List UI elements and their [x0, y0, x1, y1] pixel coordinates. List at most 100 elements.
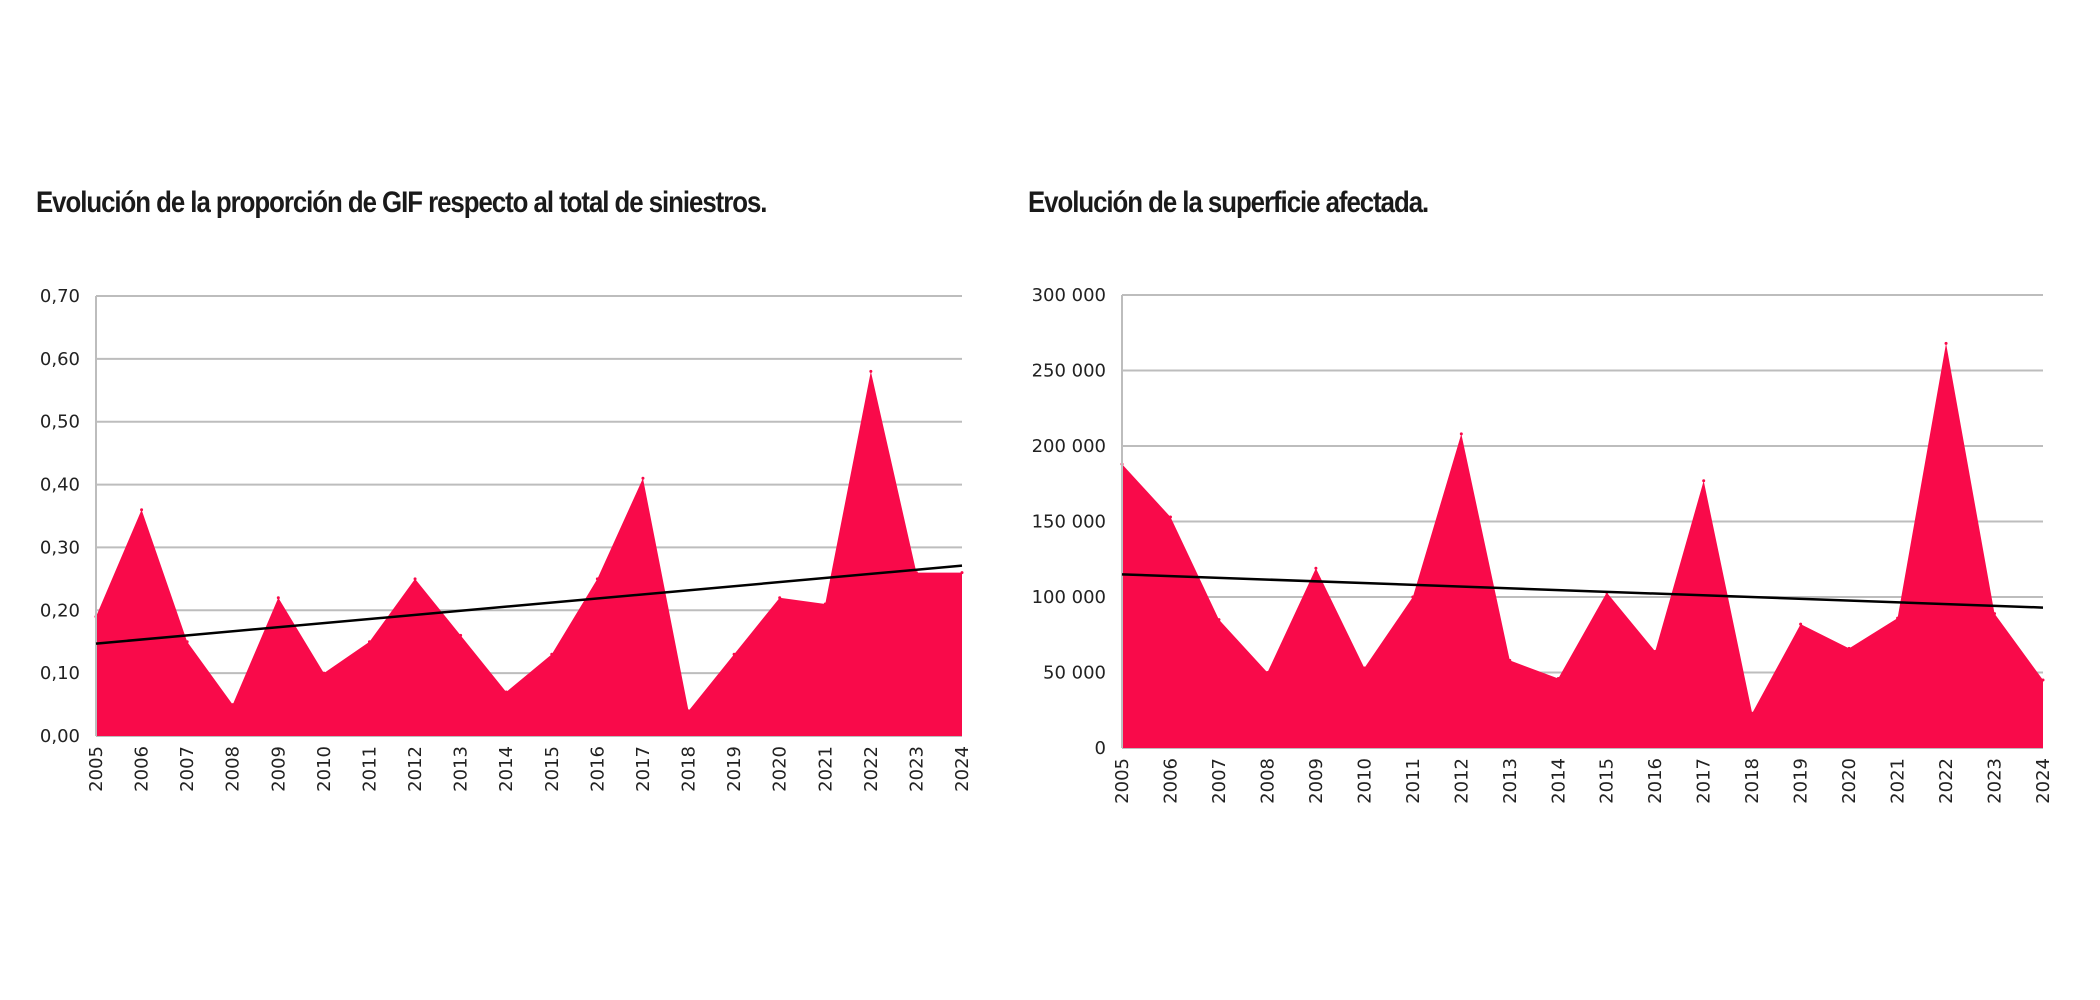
- data-point: [367, 640, 371, 644]
- y-tick-label: 200 000: [1032, 436, 1106, 457]
- data-point: [914, 571, 918, 575]
- y-tick-label: 0,10: [40, 663, 80, 684]
- data-point: [2041, 678, 2045, 682]
- x-tick-label: 2011: [1403, 758, 1424, 804]
- area-affected-chart: Evolución de la superficie afectada. 0 50…: [1020, 0, 2100, 1000]
- data-point: [1314, 566, 1318, 570]
- x-tick-label: 2018: [679, 746, 700, 792]
- data-point: [322, 671, 326, 675]
- x-tick-label: 2005: [86, 746, 107, 792]
- data-point: [687, 709, 691, 713]
- data-point: [1993, 612, 1997, 616]
- x-tick-label: 2024: [2033, 758, 2054, 804]
- x-tick-label: 2019: [1791, 758, 1812, 804]
- x-tick-label: 2019: [724, 746, 745, 792]
- chart-title: Evolución de la proporción de GIF respec…: [36, 186, 767, 219]
- data-point: [1265, 671, 1269, 674]
- data-point: [459, 633, 463, 637]
- x-tick-label: 2024: [952, 746, 973, 792]
- x-tick-label: 2016: [1645, 758, 1666, 804]
- x-tick-label: 2021: [1888, 758, 1909, 804]
- x-tick-label: 2008: [1257, 758, 1278, 804]
- data-area: [1122, 343, 2043, 748]
- chart-title: Evolución de la superficie afectada.: [1028, 186, 1429, 219]
- data-point: [778, 596, 782, 600]
- data-point: [1362, 666, 1366, 670]
- x-tick-label: 2017: [1694, 758, 1715, 804]
- x-tick-label: 2012: [1451, 758, 1472, 804]
- data-point: [1556, 677, 1560, 681]
- x-tick-label: 2018: [1742, 758, 1763, 804]
- x-tick-label: 2015: [542, 746, 563, 792]
- data-point: [1653, 649, 1657, 653]
- x-tick-label: 2017: [633, 746, 654, 792]
- x-tick-label: 2022: [1936, 758, 1957, 804]
- proportion-chart: Evolución de la proporción de GIF respec…: [0, 0, 1030, 1000]
- x-tick-label: 2014: [496, 746, 517, 792]
- y-tick-label: 0,20: [40, 600, 80, 621]
- x-tick-label: 2023: [906, 746, 927, 792]
- data-point: [504, 690, 508, 694]
- y-tick-label: 150 000: [1032, 512, 1106, 533]
- data-point: [1944, 341, 1948, 345]
- area-affected-chart-plot: 0 50 000 100 000 150 000 200 000 250 000 300 0…: [1032, 285, 2054, 804]
- x-tick-label: 2023: [1985, 758, 2006, 804]
- data-point: [140, 508, 144, 512]
- x-tick-label: 2014: [1548, 758, 1569, 804]
- x-tick-label: 2006: [132, 746, 153, 792]
- x-tick-label: 2007: [177, 746, 198, 792]
- data-point: [1168, 515, 1172, 519]
- y-tick-label: 0,40: [40, 475, 80, 496]
- trendline: [1121, 573, 2044, 609]
- x-tick-label: 2012: [405, 746, 426, 792]
- data-point: [1508, 658, 1512, 662]
- x-tick-label: 2022: [861, 746, 882, 792]
- x-tick-label: 2009: [268, 746, 289, 792]
- data-area: [96, 371, 962, 736]
- x-tick-label: 2008: [223, 746, 244, 792]
- x-tick-label: 2020: [770, 746, 791, 792]
- y-tick-label: 100 000: [1032, 587, 1106, 608]
- data-point: [185, 640, 189, 644]
- y-tick-label: 0: [1095, 738, 1106, 759]
- data-point: [231, 703, 235, 707]
- data-point: [1750, 711, 1754, 715]
- x-tick-label: 2007: [1209, 758, 1230, 804]
- x-tick-label: 2021: [815, 746, 836, 792]
- data-point: [276, 596, 280, 600]
- x-tick-label: 2010: [314, 746, 335, 792]
- data-point: [641, 476, 645, 480]
- data-point: [1896, 616, 1900, 620]
- data-point: [732, 652, 736, 656]
- x-tick-label: 2005: [1112, 758, 1133, 804]
- data-point: [413, 577, 417, 581]
- x-tick-label: 2013: [451, 746, 472, 792]
- y-tick-label: 0,50: [40, 412, 80, 433]
- data-point: [1702, 479, 1706, 483]
- x-tick-label: 2013: [1500, 758, 1521, 804]
- x-tick-label: 2006: [1160, 758, 1181, 804]
- y-tick-label: 250 000: [1032, 361, 1106, 382]
- data-point: [1459, 432, 1463, 436]
- x-tick-label: 2015: [1597, 758, 1618, 804]
- data-point: [823, 602, 827, 606]
- y-tick-label: 50 000: [1043, 663, 1106, 684]
- data-point: [1217, 618, 1221, 622]
- x-tick-label: 2009: [1306, 758, 1327, 804]
- y-tick-label: 0,30: [40, 537, 80, 558]
- x-tick-label: 2011: [359, 746, 380, 792]
- y-tick-label: 300 000: [1032, 285, 1106, 306]
- x-tick-label: 2020: [1839, 758, 1860, 804]
- y-tick-label: 0,60: [40, 349, 80, 370]
- trendline: [95, 564, 963, 645]
- x-tick-label: 2016: [587, 746, 608, 792]
- y-tick-label: 0,70: [40, 286, 80, 307]
- proportion-chart-plot: 0,00 0,10 0,20 0,30 0,40 0,50 0,60 0,70 2005 2006…: [40, 286, 973, 792]
- data-point: [960, 571, 964, 575]
- data-point: [595, 577, 599, 581]
- x-tick-label: 2010: [1354, 758, 1375, 804]
- y-tick-label: 0,00: [40, 726, 80, 747]
- data-point: [1847, 646, 1851, 650]
- data-point: [550, 652, 554, 656]
- data-point: [1411, 595, 1415, 599]
